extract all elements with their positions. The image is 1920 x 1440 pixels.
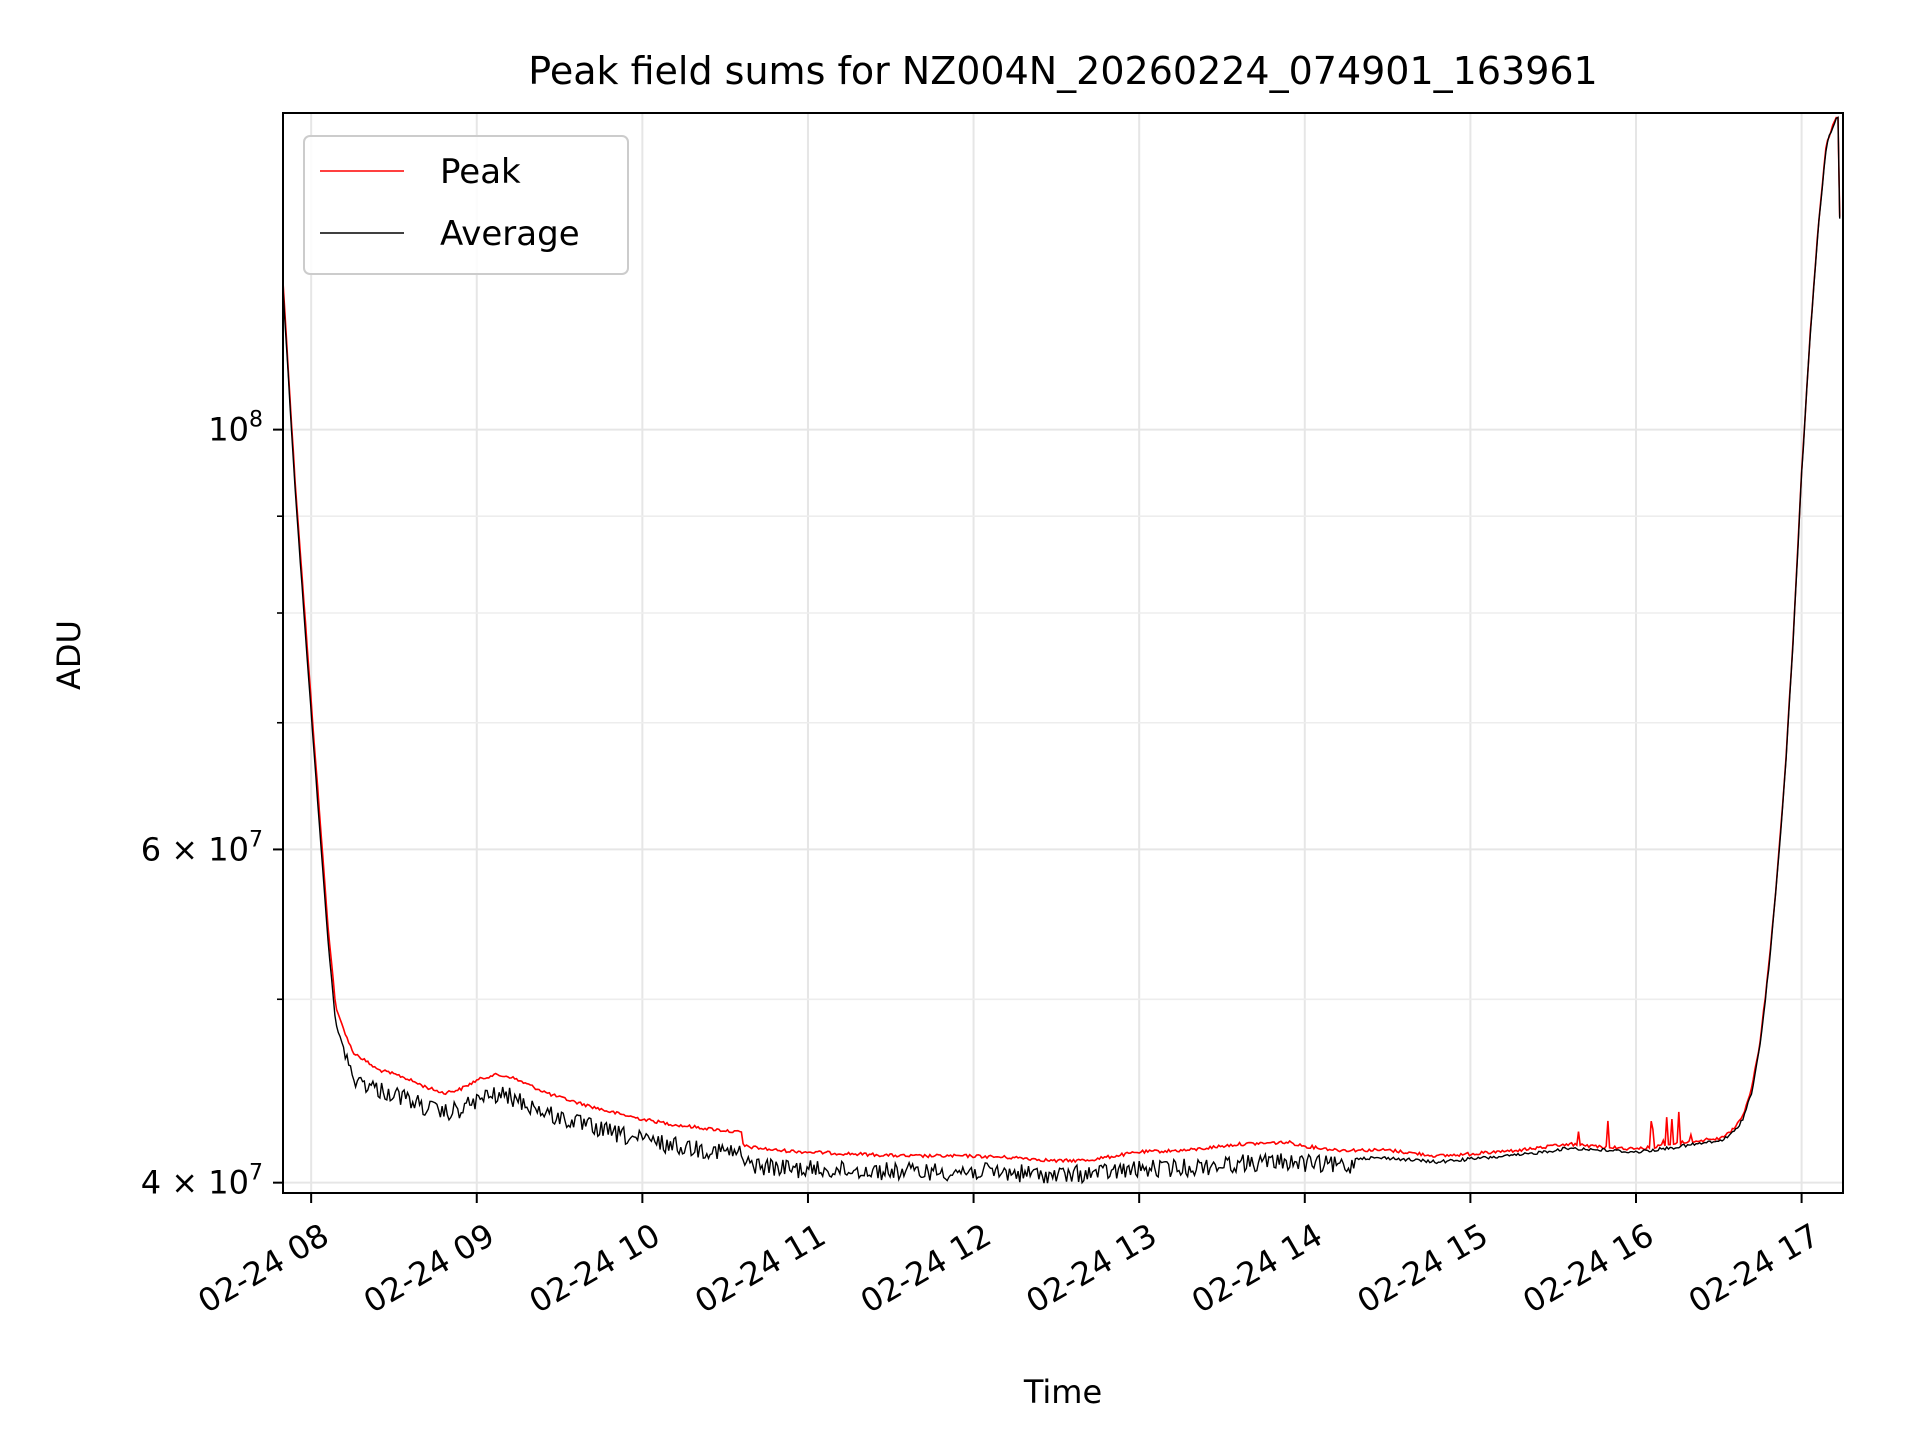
y-tick-label: 4 × 107 xyxy=(141,1161,263,1202)
series-line-peak xyxy=(283,116,1841,1164)
plot-frame xyxy=(282,112,1844,1194)
legend: Peak Average xyxy=(303,135,629,275)
y-tick-label-base: 10 xyxy=(208,411,249,449)
y-tick-label-exponent: 7 xyxy=(249,827,263,852)
y-axis-label: ADU xyxy=(50,620,88,690)
y-tick-label-exponent: 8 xyxy=(249,408,263,433)
legend-label-average: Average xyxy=(440,214,580,254)
series-line-average xyxy=(283,116,1841,1185)
series-layer xyxy=(283,116,1841,1185)
y-tick-label: 108 xyxy=(208,408,263,449)
y-tick-label-exponent: 7 xyxy=(249,1161,263,1186)
y-tick-label-base: 6 × 10 xyxy=(141,830,249,868)
legend-label-peak: Peak xyxy=(440,152,521,192)
grid xyxy=(283,113,1843,1193)
y-tick-label: 6 × 107 xyxy=(141,827,263,868)
x-axis-label: Time xyxy=(1023,1373,1102,1411)
chart-title: Peak field sums for NZ004N_20260224_0749… xyxy=(528,49,1597,93)
y-tick-label-base: 4 × 10 xyxy=(141,1164,249,1202)
